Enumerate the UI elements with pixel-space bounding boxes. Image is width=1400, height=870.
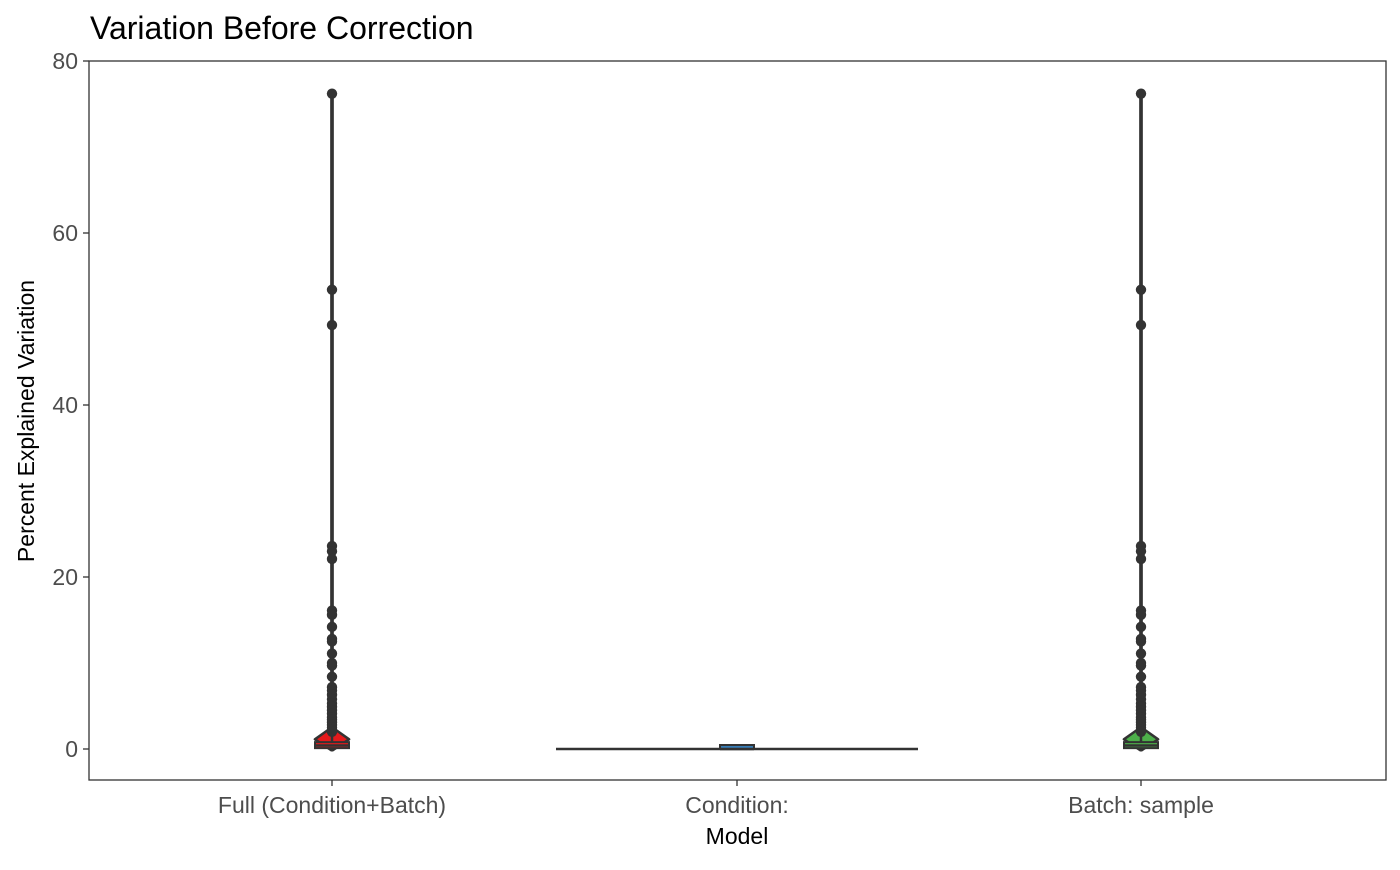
- y-tick-label-0: 0: [65, 736, 78, 762]
- outlier-point-0-14: [326, 671, 338, 682]
- outlier-point-2-13: [1135, 660, 1147, 671]
- y-tick-label-2: 40: [52, 392, 78, 418]
- outlier-point-2-1: [1135, 284, 1147, 295]
- outlier-point-0-11: [326, 648, 338, 659]
- y-tick-label-4: 80: [52, 48, 78, 74]
- x-tick-label-2: Batch: sample: [1068, 792, 1214, 818]
- outlier-point-2-0: [1135, 88, 1147, 99]
- y-tick-label-1: 20: [52, 564, 78, 590]
- outlier-point-0-1: [326, 284, 338, 295]
- outlier-point-2-2: [1135, 319, 1147, 331]
- y-axis-title: Percent Explained Variation: [13, 280, 39, 562]
- x-tick-label-0: Full (Condition+Batch): [218, 792, 446, 818]
- outlier-point-2-14: [1135, 671, 1147, 682]
- axes: 0 20 40 60 80 Full (Condition+Batch) Condition…: [52, 48, 1387, 818]
- panel-background: [89, 61, 1386, 780]
- outlier-point-2-29: [1135, 726, 1147, 737]
- outlier-point-0-4: [326, 546, 338, 557]
- outlier-point-2-5: [1135, 553, 1147, 565]
- outlier-point-2-8: [1135, 621, 1147, 633]
- outlier-point-2-11: [1135, 648, 1147, 659]
- x-tick-label-1: Condition:: [685, 792, 789, 818]
- outlier-point-0-13: [326, 660, 338, 671]
- outlier-point-0-10: [326, 636, 338, 647]
- plot-area: [89, 61, 1386, 780]
- violin-group-1: [556, 744, 918, 751]
- outlier-point-0-5: [326, 553, 338, 565]
- outlier-point-0-0: [326, 88, 338, 99]
- outlier-point-2-4: [1135, 546, 1147, 557]
- violin-group-0: [313, 88, 351, 752]
- outlier-point-2-10: [1135, 636, 1147, 647]
- outlier-point-0-8: [326, 621, 338, 633]
- violin-group-2: [1122, 88, 1160, 752]
- outlier-point-0-29: [326, 726, 338, 737]
- x-axis-title: Model: [706, 823, 769, 849]
- outlier-point-0-2: [326, 319, 338, 331]
- y-tick-label-3: 60: [52, 220, 78, 246]
- outlier-point-0-7: [326, 609, 338, 621]
- outlier-point-2-7: [1135, 609, 1147, 621]
- chart-title: Variation Before Correction: [90, 10, 474, 46]
